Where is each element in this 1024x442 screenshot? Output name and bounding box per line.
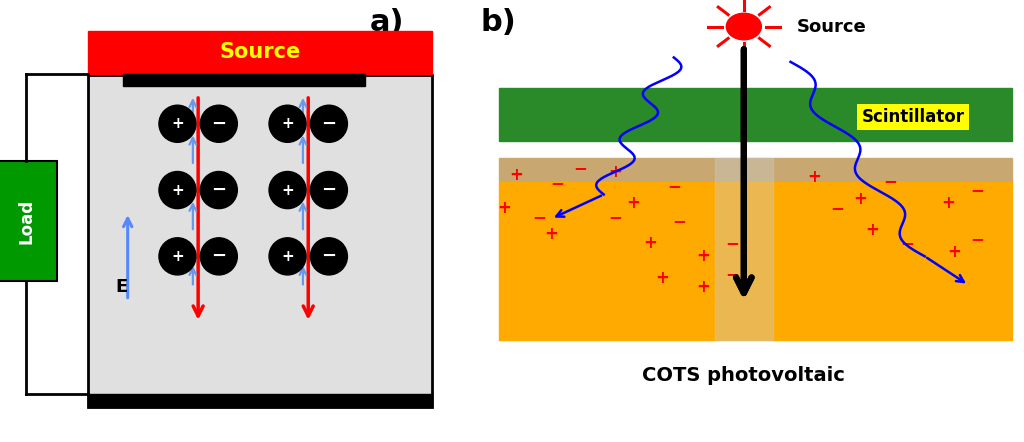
Text: E: E — [116, 278, 128, 296]
Text: +: + — [865, 221, 880, 239]
Text: Source: Source — [219, 42, 300, 62]
Bar — [499, 158, 1013, 182]
Bar — [88, 31, 431, 74]
Bar — [499, 88, 1013, 141]
Text: +: + — [947, 243, 961, 261]
Text: +: + — [941, 194, 955, 212]
Text: −: − — [211, 181, 226, 199]
Text: +: + — [498, 199, 511, 217]
Text: −: − — [971, 230, 984, 248]
Text: +: + — [171, 116, 184, 131]
Bar — [88, 75, 431, 407]
Text: −: − — [667, 177, 681, 194]
Text: −: − — [322, 248, 337, 265]
Text: −: − — [550, 175, 564, 192]
Text: +: + — [282, 116, 294, 131]
Text: +: + — [854, 190, 867, 208]
Text: COTS photovoltaic: COTS photovoltaic — [642, 366, 845, 385]
Text: b): b) — [481, 8, 516, 37]
Text: +: + — [696, 248, 710, 265]
Bar — [123, 74, 366, 86]
Circle shape — [159, 105, 196, 142]
Bar — [88, 394, 431, 407]
Circle shape — [269, 105, 306, 142]
Text: −: − — [322, 115, 337, 133]
Text: +: + — [643, 234, 657, 252]
Text: +: + — [545, 225, 558, 243]
Text: +: + — [509, 166, 523, 183]
Circle shape — [201, 105, 238, 142]
Text: −: − — [830, 199, 844, 217]
Bar — [715, 158, 773, 340]
Text: −: − — [883, 172, 897, 190]
Circle shape — [201, 171, 238, 209]
Text: −: − — [900, 234, 914, 252]
Text: −: − — [608, 208, 623, 225]
Circle shape — [159, 238, 196, 275]
Bar — [0, 161, 57, 281]
Text: a): a) — [371, 8, 404, 37]
Circle shape — [310, 238, 347, 275]
Text: +: + — [282, 249, 294, 264]
Text: −: − — [211, 248, 226, 265]
Bar — [499, 182, 1013, 340]
Text: Load: Load — [17, 198, 36, 244]
Text: +: + — [171, 183, 184, 198]
Text: −: − — [971, 181, 984, 199]
Text: +: + — [282, 183, 294, 198]
Text: −: − — [211, 115, 226, 133]
Circle shape — [269, 171, 306, 209]
Text: +: + — [807, 168, 821, 186]
Text: Scintillator: Scintillator — [861, 108, 965, 126]
Circle shape — [159, 171, 196, 209]
Text: −: − — [573, 159, 588, 177]
Circle shape — [310, 171, 347, 209]
Text: Source: Source — [797, 18, 866, 35]
Text: −: − — [725, 265, 739, 283]
Text: +: + — [626, 194, 640, 212]
Text: −: − — [322, 181, 337, 199]
Circle shape — [201, 238, 238, 275]
Circle shape — [726, 13, 762, 40]
Text: +: + — [608, 164, 623, 181]
Text: −: − — [532, 208, 547, 225]
Text: +: + — [655, 270, 669, 287]
Text: +: + — [696, 278, 710, 296]
Text: −: − — [673, 212, 686, 230]
Text: −: − — [725, 234, 739, 252]
Text: +: + — [171, 249, 184, 264]
Circle shape — [269, 238, 306, 275]
Circle shape — [310, 105, 347, 142]
